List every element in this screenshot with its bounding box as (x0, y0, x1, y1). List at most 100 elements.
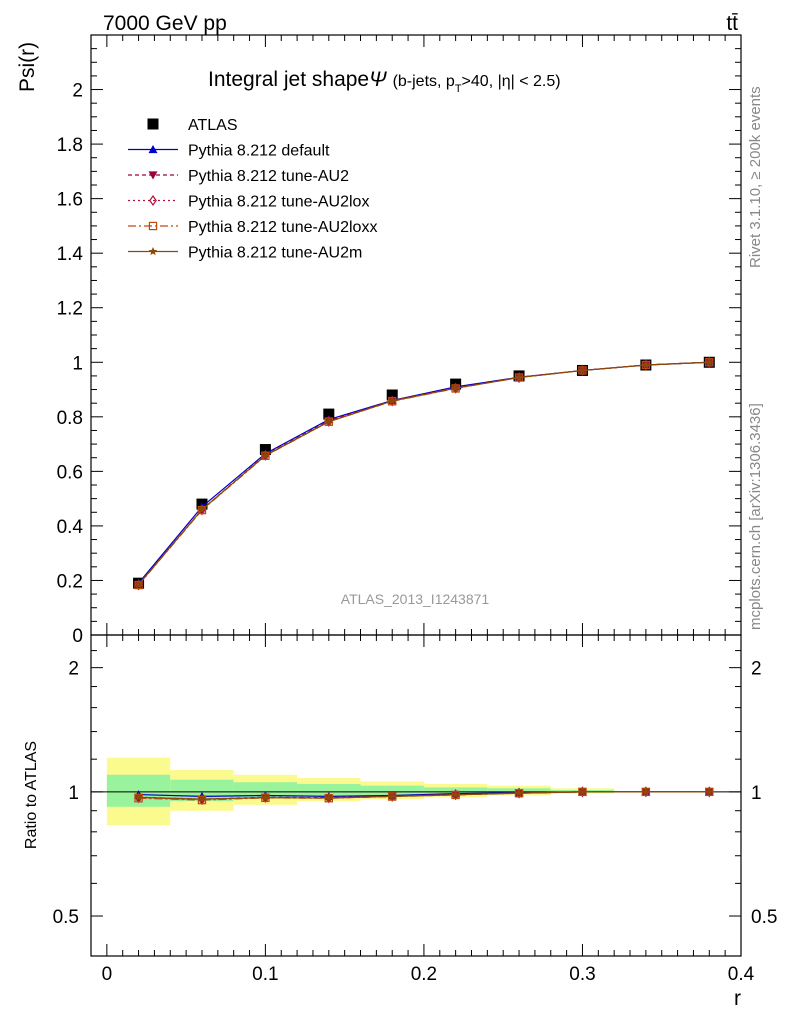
data-point (387, 791, 397, 800)
data-point (705, 357, 714, 366)
main-panel: 0 0.2 0.4 0.6 0.8 1 1.2 1.4 1.6 1.8 2 Integral jet… (16, 34, 742, 647)
series-mc-3 (134, 356, 714, 591)
inner-uncertainty-band (233, 782, 298, 799)
data-point (386, 389, 398, 401)
series-line (138, 361, 710, 586)
legend-entry: Pythia 8.212 tune-AU2 (128, 168, 349, 185)
data-point (149, 194, 157, 207)
ratio-y-tick-label-right: 0.5 (751, 907, 777, 928)
data-point (147, 118, 159, 130)
ratio-y-tick-label-right: 1 (751, 783, 762, 804)
data-point (578, 787, 587, 796)
chart-title-cuts-rest: >40, |η| < 2.5) (462, 73, 561, 90)
ratio-y-tick-label: 0.5 (53, 907, 79, 928)
data-point (261, 793, 270, 802)
data-point (148, 145, 158, 154)
series-line (138, 361, 710, 586)
legend: ATLAS Pythia 8.212 default Pythia 8.212 tu… (128, 117, 377, 262)
ratio-y-label: Ratio to ATLAS (23, 741, 40, 849)
mcplots-label: mcplots.cern.ch [arXiv:1306.3436] (747, 403, 764, 630)
data-point (134, 792, 143, 801)
legend-entry: ATLAS (147, 117, 238, 134)
legend-label: Pythia 8.212 default (188, 143, 330, 160)
ratio-y-tick-label-right: 2 (751, 659, 762, 680)
ratio-line (138, 791, 710, 800)
y-tick-label: 0.6 (57, 462, 83, 483)
y-tick-label: 2 (72, 81, 83, 102)
legend-label: ATLAS (188, 117, 238, 134)
x-tick-label: 0.2 (411, 964, 437, 985)
main-y-label: Psi(r) (16, 42, 39, 92)
data-point (451, 383, 460, 392)
x-tick-label: 0.4 (728, 964, 755, 985)
x-tick-label: 0 (102, 964, 113, 985)
legend-entry: Pythia 8.212 tune-AU2m (128, 245, 362, 262)
ratio-series (134, 786, 714, 806)
y-tick-label: 1.6 (57, 190, 83, 211)
x-tick-label: 0.3 (569, 964, 595, 985)
series-line (138, 361, 710, 585)
data-point (324, 417, 334, 426)
data-point (578, 366, 587, 375)
legend-entry: Pythia 8.212 default (128, 143, 330, 160)
ratio-panel: 0.5 0.51 12 2 0 0.1 0.2 0.3 0.4 Ratio to ATLAS … (23, 634, 777, 1010)
inner-uncertainty-band (360, 785, 424, 796)
main-x-ticks (90, 35, 742, 635)
data-point (197, 794, 207, 803)
rivet-label: Rivet 3.1.10, ≥ 200k events (747, 86, 764, 268)
data-point (148, 247, 158, 256)
data-point (324, 415, 333, 428)
chart-title-cuts-sub: T (455, 83, 462, 95)
chart-title-symbol: Ψ (369, 68, 387, 91)
data-point (323, 408, 335, 420)
ratio-y-tick-label: 1 (68, 783, 79, 804)
data-point (197, 505, 207, 514)
ratio-panel-frame (90, 634, 742, 957)
legend-label: Pythia 8.212 tune-AU2m (188, 245, 362, 262)
process-label: tt̄ (726, 12, 738, 35)
ratio-series-5 (134, 787, 714, 803)
y-tick-label: 0 (72, 626, 83, 647)
y-tick-label: 1.4 (57, 244, 84, 265)
data-point (641, 787, 651, 796)
x-axis-label: r (734, 987, 741, 1010)
y-tick-label: 1.8 (57, 135, 83, 156)
legend-label: Pythia 8.212 tune-AU2lox (188, 194, 369, 211)
data-point (514, 373, 524, 382)
data-point (134, 580, 143, 589)
data-point (148, 171, 158, 180)
y-tick-label: 0.2 (57, 571, 83, 592)
legend-label: Pythia 8.212 tune-AU2loxx (188, 219, 377, 236)
energy-label: 7000 GeV pp (103, 12, 227, 35)
series-mc-1 (134, 357, 714, 587)
legend-entry: Pythia 8.212 tune-AU2loxx (128, 219, 377, 236)
data-point (148, 221, 158, 231)
y-tick-label: 1.2 (57, 299, 83, 320)
legend-entry: Pythia 8.212 tune-AU2lox (128, 194, 369, 211)
analysis-watermark: ATLAS_2013_I1243871 (341, 591, 490, 607)
data-point (324, 793, 334, 802)
x-tick-label: 0.1 (252, 964, 278, 985)
data-point (451, 790, 460, 799)
data-point (387, 396, 397, 405)
data-point (261, 451, 270, 460)
y-tick-label: 0.4 (57, 517, 84, 538)
main-y-axis: 0 0.2 0.4 0.6 0.8 1 1.2 1.4 1.6 1.8 2 (57, 48, 741, 647)
y-tick-label: 0.8 (57, 408, 83, 429)
chart-title: Integral jet shapeΨ (b-jets, pT>40, |η| <… (208, 68, 561, 95)
y-tick-label: 1 (72, 353, 83, 374)
data-point (705, 787, 714, 796)
chart-title-main: Integral jet shape (208, 68, 369, 91)
data-point (641, 360, 651, 369)
chart-title-cuts: (b-jets, p (393, 73, 455, 90)
series-mc-5 (134, 357, 714, 589)
data-point (514, 788, 524, 797)
legend-label: Pythia 8.212 tune-AU2 (188, 168, 349, 185)
series-line (138, 361, 710, 585)
inner-uncertainty-band (297, 783, 361, 797)
ratio-y-tick-label: 2 (68, 659, 79, 680)
series-atlas (133, 356, 715, 589)
ratio-x-axis: 0 0.1 0.2 0.3 0.4 (90, 635, 755, 985)
main-series (133, 356, 715, 591)
